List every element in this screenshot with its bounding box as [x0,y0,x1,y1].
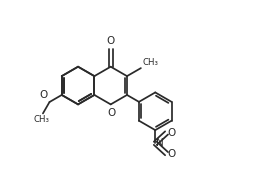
Text: CH₃: CH₃ [33,115,49,124]
Text: O: O [167,128,176,138]
Text: O: O [39,90,47,101]
Text: CH₃: CH₃ [142,58,158,67]
Text: O: O [108,108,116,118]
Text: O: O [107,36,115,46]
Text: N: N [156,138,164,148]
Text: O: O [167,149,176,159]
